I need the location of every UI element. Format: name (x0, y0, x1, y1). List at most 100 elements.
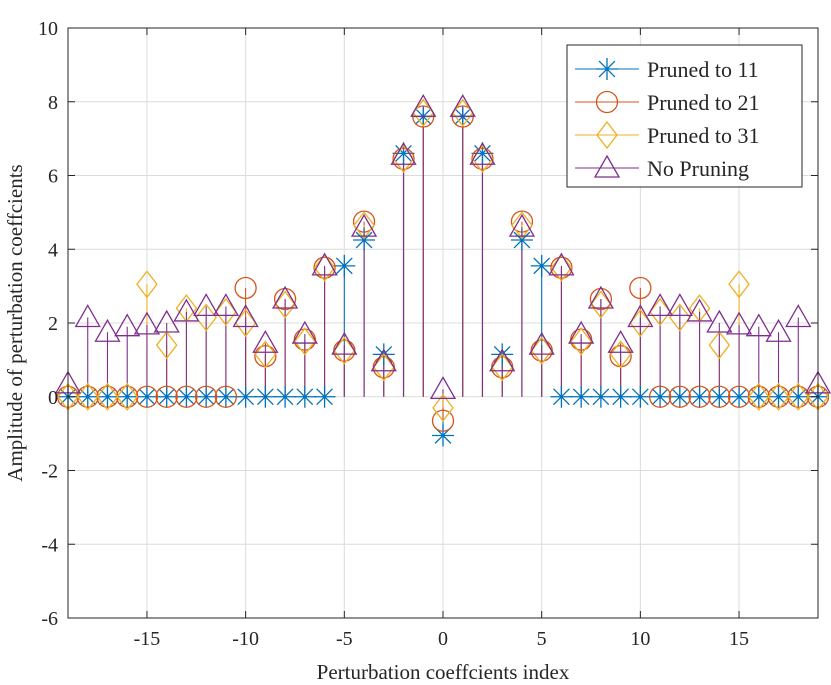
marker-pruned-to-31 (432, 393, 454, 422)
marker-pruned-to-31 (511, 211, 533, 240)
markers (54, 93, 831, 447)
marker-pruned-to-11 (254, 385, 277, 408)
marker-pruned-to-21 (273, 287, 297, 311)
marker-pruned-to-21 (589, 287, 613, 311)
marker-no-pruning (765, 318, 792, 342)
marker-pruned-to-11 (175, 385, 198, 408)
y-tick-label: 2 (48, 313, 58, 335)
marker-pruned-to-11 (747, 385, 770, 408)
marker-pruned-to-11 (530, 254, 553, 277)
marker-no-pruning (725, 311, 753, 335)
marker-pruned-to-21 (155, 385, 178, 408)
marker-pruned-to-31 (747, 382, 770, 411)
marker-pruned-to-11 (293, 385, 316, 408)
marker-pruned-to-21 (175, 385, 198, 408)
x-tick-label: 5 (537, 628, 547, 650)
marker-pruned-to-11 (313, 385, 336, 408)
marker-pruned-to-11 (155, 385, 178, 408)
marker-no-pruning (410, 93, 437, 117)
marker-no-pruning (271, 285, 299, 309)
marker-no-pruning (627, 304, 654, 328)
marker-no-pruning (232, 304, 259, 328)
marker-pruned-to-31 (787, 382, 810, 411)
marker-no-pruning (469, 141, 496, 165)
marker-pruned-to-21 (214, 385, 238, 408)
marker-pruned-to-31 (669, 303, 691, 332)
marker-no-pruning (587, 285, 615, 309)
marker-pruned-to-11 (214, 385, 237, 408)
marker-pruned-to-21 (234, 276, 257, 300)
marker-pruned-to-31 (294, 327, 316, 356)
legend-label: No Pruning (647, 156, 749, 181)
marker-pruned-to-11 (353, 229, 376, 252)
marker-pruned-to-21 (648, 385, 672, 408)
marker-pruned-to-21 (195, 385, 218, 408)
marker-pruned-to-31 (649, 297, 671, 327)
marker-pruned-to-11 (668, 385, 691, 408)
marker-pruned-to-31 (530, 336, 553, 365)
marker-pruned-to-31 (333, 336, 356, 365)
marker-no-pruning (331, 331, 358, 355)
marker-pruned-to-31 (116, 382, 139, 411)
marker-pruned-to-21 (688, 385, 711, 408)
marker-no-pruning (528, 331, 555, 355)
marker-pruned-to-11 (688, 385, 711, 408)
y-tick-label: 8 (48, 92, 58, 114)
marker-pruned-to-11 (135, 385, 158, 408)
marker-no-pruning (114, 313, 141, 337)
marker-no-pruning (568, 320, 595, 344)
marker-pruned-to-11 (392, 142, 415, 165)
marker-pruned-to-21 (668, 385, 691, 408)
y-tick-label: 0 (48, 387, 58, 409)
marker-pruned-to-31 (215, 297, 237, 327)
marker-no-pruning (508, 213, 536, 237)
marker-pruned-to-11 (432, 424, 454, 447)
x-tick-label: -5 (336, 628, 353, 650)
marker-pruned-to-11 (728, 385, 751, 408)
y-ticks: -6 -4 -2 0 2 4 6 8 10 (38, 18, 818, 630)
y-tick-label: 10 (38, 18, 58, 40)
x-tick-label: 15 (729, 628, 749, 650)
marker-no-pruning (429, 376, 457, 400)
x-tick-label: 10 (630, 628, 650, 650)
marker-pruned-to-11 (570, 385, 593, 408)
marker-pruned-to-31 (234, 308, 257, 338)
marker-no-pruning (311, 252, 338, 276)
legend-label: Pruned to 21 (647, 90, 759, 115)
marker-pruned-to-31 (590, 290, 612, 319)
marker-pruned-to-21 (629, 276, 652, 300)
legend-marker (596, 58, 618, 80)
marker-no-pruning (548, 252, 575, 276)
x-tick-label: -15 (134, 628, 161, 650)
marker-pruned-to-31 (550, 253, 573, 282)
marker-pruned-to-11 (96, 385, 119, 408)
marker-no-pruning (212, 293, 240, 317)
y-tick-label: 4 (48, 239, 58, 261)
marker-pruned-to-31 (155, 331, 178, 360)
marker-pruned-to-11 (589, 385, 612, 408)
marker-pruned-to-31 (451, 98, 474, 127)
marker-no-pruning (370, 348, 397, 372)
marker-no-pruning (390, 141, 417, 165)
marker-pruned-to-11 (274, 385, 297, 408)
marker-pruned-to-31 (195, 303, 217, 332)
y-tick-label: -4 (41, 534, 58, 556)
marker-pruned-to-11 (550, 385, 573, 408)
marker-pruned-to-31 (570, 327, 592, 356)
marker-no-pruning (350, 213, 378, 237)
marker-no-pruning (449, 93, 476, 117)
marker-no-pruning (153, 309, 180, 333)
marker-pruned-to-31 (609, 340, 632, 369)
marker-pruned-to-11 (629, 385, 652, 408)
marker-no-pruning (173, 298, 200, 322)
stems (67, 107, 819, 436)
marker-pruned-to-11 (649, 385, 672, 408)
marker-pruned-to-21 (431, 409, 455, 432)
marker-pruned-to-31 (136, 270, 158, 299)
marker-pruned-to-11 (116, 385, 139, 408)
marker-pruned-to-31 (313, 253, 336, 282)
marker-no-pruning (706, 309, 733, 333)
y-tick-label: -2 (41, 461, 58, 483)
marker-pruned-to-11 (609, 385, 632, 408)
marker-pruned-to-11 (234, 385, 257, 408)
